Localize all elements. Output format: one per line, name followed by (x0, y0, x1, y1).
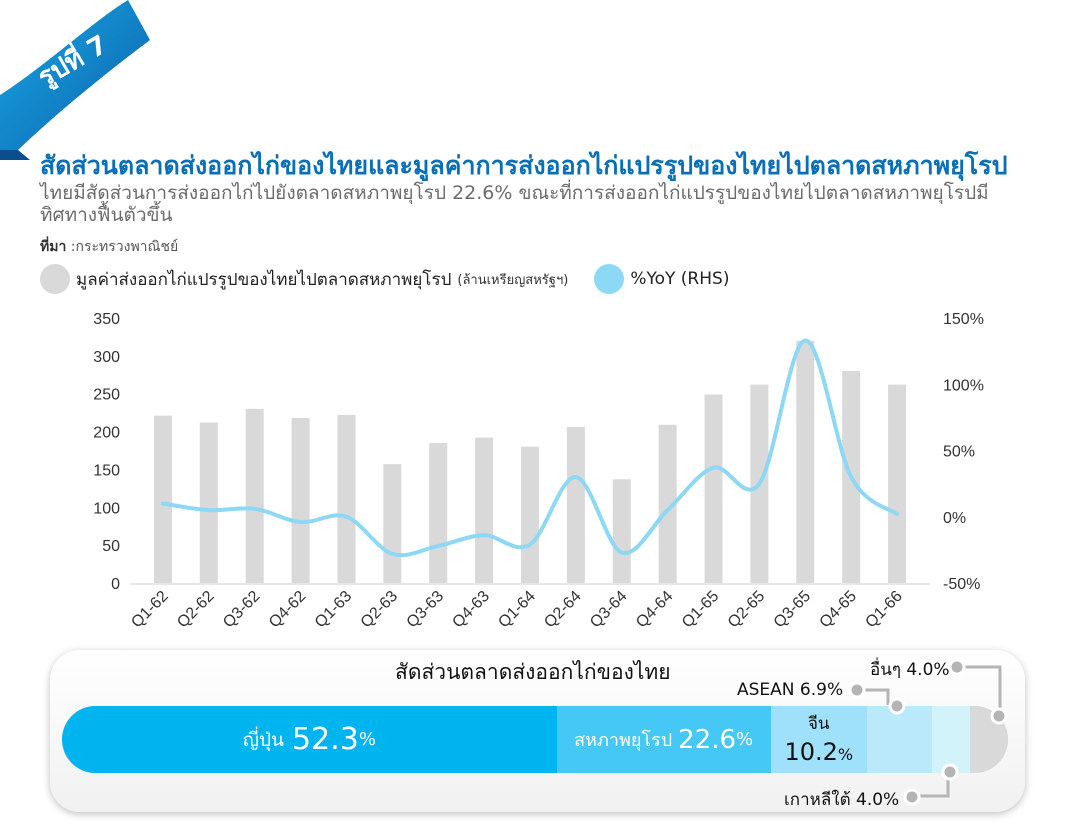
segment-japan-pct: % (358, 729, 376, 750)
bar-Q4-62 (291, 417, 310, 583)
y-left-tick-label: 150 (93, 462, 120, 479)
y-right-tick-label: -50% (943, 576, 980, 593)
y-left-tick-label: 300 (93, 349, 120, 366)
bar-Q1-63 (337, 414, 356, 583)
x-tick-label: Q1-64 (495, 588, 539, 632)
segment-korea (932, 706, 971, 773)
bar-Q3-65 (796, 340, 815, 583)
y-left-tick-label: 350 (93, 311, 120, 328)
figure-badge (0, 0, 150, 160)
legend-line-label: %YoY (RHS) (630, 269, 730, 289)
x-tick-label: Q4-62 (266, 588, 310, 632)
segment-china-value-wrap: 10.2% (784, 738, 853, 769)
y-right-tick-label: 150% (943, 311, 984, 328)
bar-Q4-64 (658, 424, 677, 583)
x-tick-label: Q1-66 (862, 588, 906, 632)
segment-eu-value: 22.6 (678, 724, 737, 755)
callout-korea: เกาหลีใต้ 4.0% (784, 790, 900, 810)
chart-title: สัดส่วนตลาดส่งออกไก่ของไทยและมูลค่าการส่… (40, 151, 1008, 180)
market-share-bar: ญี่ปุ่น 52.3 % สหภาพยุโรป 22.6 % จีน 10.… (62, 706, 1008, 773)
x-tick-label: Q2-63 (358, 588, 402, 632)
chart-legend: มูลค่าส่งออกไก่แปรรูปของไทยไปตลาดสหภาพยุ… (40, 262, 751, 296)
segment-japan: ญี่ปุ่น 52.3 % (62, 706, 557, 773)
x-tick-label: Q4-65 (817, 588, 861, 632)
combo-chart: 0 50 100 150 200 250 300 350 -50% 0% 50% 100% 150% Q1… (93, 311, 984, 632)
segment-china-label: จีน (807, 714, 830, 734)
bar-Q3-62 (245, 408, 264, 583)
x-tick-label: Q3-63 (404, 588, 448, 632)
x-tick-label: Q4-64 (633, 588, 677, 632)
y-right-tick-label: 100% (943, 377, 984, 394)
y-left-tick-label: 100 (93, 500, 120, 517)
bar-Q1-66 (888, 384, 907, 583)
bar-Q2-64 (566, 427, 585, 583)
y-left-tick-label: 200 (93, 425, 120, 442)
x-tick-label: Q1-62 (128, 588, 172, 632)
x-tick-label: Q4-63 (449, 588, 493, 632)
x-tick-label: Q1-65 (679, 588, 723, 632)
y-left-tick-label: 250 (93, 387, 120, 404)
source-text: :กระทรวงพาณิชย์ (66, 239, 179, 255)
x-tick-label: Q2-64 (541, 588, 585, 632)
segment-eu-pct: % (736, 729, 754, 750)
x-tick-label: Q3-62 (220, 588, 264, 632)
yoy-line (160, 338, 900, 558)
legend-bar-swatch (40, 264, 70, 294)
legend-bar-label: มูลค่าส่งออกไก่แปรรูปของไทยไปตลาดสหภาพยุ… (76, 269, 452, 290)
market-share-title: สัดส่วนตลาดส่งออกไก่ของไทย (395, 660, 671, 684)
source-label: ที่มา (40, 239, 67, 255)
bar-Q3-63 (429, 442, 448, 583)
y-left-tick-label: 50 (102, 538, 120, 555)
bar-Q1-65 (704, 394, 723, 583)
bar-Q1-64 (521, 446, 539, 583)
bar-Q2-63 (383, 464, 402, 583)
bar-Q3-64 (612, 479, 631, 583)
y-right-tick-label: 50% (943, 444, 975, 461)
segment-china-pct: % (837, 745, 854, 764)
legend-bar-unit: (ล้านเหรียญสหรัฐฯ) (457, 272, 569, 288)
segment-japan-value: 52.3 (292, 722, 359, 757)
segment-eu-label: สหภาพยุโรป (574, 730, 673, 751)
chart-subtitle: ไทยมีสัดส่วนการส่งออกไก่ไปยังตลาดสหภาพยุ… (40, 182, 989, 226)
segment-japan-label: ญี่ปุ่น (242, 728, 285, 751)
segment-eu: สหภาพยุโรป 22.6 % (556, 706, 771, 773)
bar-Q4-63 (475, 437, 494, 583)
source-note: ที่มา :กระทรวงพาณิชย์ (40, 236, 178, 258)
x-tick-label: Q1-63 (312, 588, 356, 632)
y-right-tick-label: 0% (943, 510, 966, 527)
x-tick-label: Q3-65 (771, 588, 815, 632)
y-left-tick-label: 0 (111, 576, 120, 593)
callout-others: อื่นๆ 4.0% (870, 660, 950, 680)
segment-asean (867, 706, 933, 773)
bar-Q1-62 (153, 415, 172, 583)
segment-china-value: 10.2 (784, 738, 838, 766)
legend-line-swatch (594, 264, 625, 294)
segment-china: จีน 10.2% (770, 706, 868, 773)
x-tick-label: Q2-65 (725, 588, 769, 632)
x-tick-label: Q2-62 (174, 588, 218, 632)
bar-Q2-62 (199, 422, 218, 583)
callout-asean: ASEAN 6.9% (737, 680, 844, 700)
x-tick-label: Q3-64 (587, 588, 631, 632)
